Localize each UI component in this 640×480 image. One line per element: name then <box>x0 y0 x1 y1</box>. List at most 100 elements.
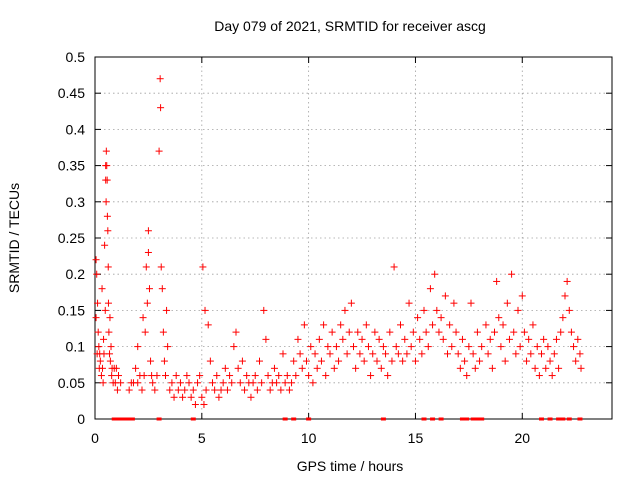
data-point <box>256 357 263 365</box>
data-point <box>467 299 475 307</box>
data-point <box>176 379 184 387</box>
data-point <box>144 227 152 235</box>
data-point <box>204 321 212 329</box>
data-point <box>215 393 223 401</box>
data-point <box>99 379 107 387</box>
x-tick-label: 5 <box>198 430 206 446</box>
data-point <box>230 343 238 351</box>
data-point <box>341 306 349 314</box>
data-point <box>158 285 166 293</box>
data-point <box>322 372 330 380</box>
data-point <box>471 364 479 372</box>
data-point <box>384 372 392 380</box>
data-point <box>557 328 565 336</box>
data-point <box>446 321 454 329</box>
data-point <box>482 321 490 329</box>
data-point <box>213 372 221 380</box>
data-point <box>469 350 477 358</box>
data-point <box>187 393 195 401</box>
data-point <box>403 350 411 358</box>
y-tick-label: 0.35 <box>58 158 85 174</box>
data-point <box>576 350 584 358</box>
data-point <box>503 299 511 307</box>
y-tick-label: 0 <box>77 411 85 427</box>
data-point <box>461 357 469 365</box>
data-point <box>217 386 225 394</box>
data-point <box>157 263 165 271</box>
data-point <box>117 379 125 387</box>
data-point <box>454 350 462 358</box>
data-point <box>236 379 244 387</box>
data-point <box>199 263 207 271</box>
data-point <box>260 306 268 314</box>
data-point <box>279 350 287 358</box>
data-point <box>159 328 167 336</box>
data-point <box>226 372 234 380</box>
y-tick-label: 0.3 <box>66 194 86 210</box>
data-point <box>450 299 458 307</box>
data-point <box>505 335 513 343</box>
data-point <box>347 299 355 307</box>
data-point <box>394 350 402 358</box>
data-point <box>484 350 492 358</box>
data-point <box>352 364 360 372</box>
data-point <box>350 343 357 351</box>
data-point <box>179 393 187 401</box>
data-point <box>92 314 100 322</box>
data-point <box>514 306 522 314</box>
data-point <box>572 357 580 365</box>
data-point <box>97 372 105 380</box>
data-point <box>416 335 424 343</box>
data-point <box>501 357 509 365</box>
data-point <box>424 343 432 351</box>
data-point <box>132 364 140 372</box>
data-point <box>307 343 315 351</box>
data-point <box>115 372 122 380</box>
y-tick-label: 0.45 <box>58 85 85 101</box>
data-point <box>134 379 142 387</box>
data-point <box>149 379 157 387</box>
data-point <box>435 328 443 336</box>
data-point <box>198 393 206 401</box>
data-point <box>535 372 543 380</box>
data-point <box>516 343 524 351</box>
data-point <box>332 343 340 351</box>
data-point <box>209 379 216 387</box>
data-point <box>382 350 390 358</box>
data-point <box>281 379 289 387</box>
data-point <box>189 386 197 394</box>
data-point <box>166 386 174 394</box>
data-point <box>538 350 545 358</box>
data-point <box>107 343 115 351</box>
data-point <box>103 176 111 184</box>
data-point <box>420 306 428 314</box>
data-point <box>354 328 362 336</box>
data-point <box>232 328 240 336</box>
data-point <box>234 364 242 372</box>
data-point <box>345 328 353 336</box>
data-point <box>309 379 317 387</box>
data-point <box>251 372 259 380</box>
y-tick-label: 0.25 <box>58 230 85 246</box>
data-point <box>552 335 560 343</box>
data-point <box>488 364 496 372</box>
x-tick-label: 15 <box>408 430 424 446</box>
data-point <box>533 343 541 351</box>
data-point <box>155 147 163 155</box>
data-point <box>253 386 261 394</box>
data-point <box>441 292 449 300</box>
data-point <box>448 343 456 351</box>
data-point <box>139 314 147 322</box>
data-point <box>388 357 396 365</box>
data-point <box>223 386 231 394</box>
data-point <box>101 241 109 249</box>
data-point <box>337 321 345 329</box>
data-point <box>113 386 121 394</box>
data-point <box>168 379 176 387</box>
data-point <box>294 335 302 343</box>
data-point <box>183 372 191 380</box>
data-point <box>493 277 501 285</box>
data-point <box>153 372 161 380</box>
data-point <box>386 328 394 336</box>
